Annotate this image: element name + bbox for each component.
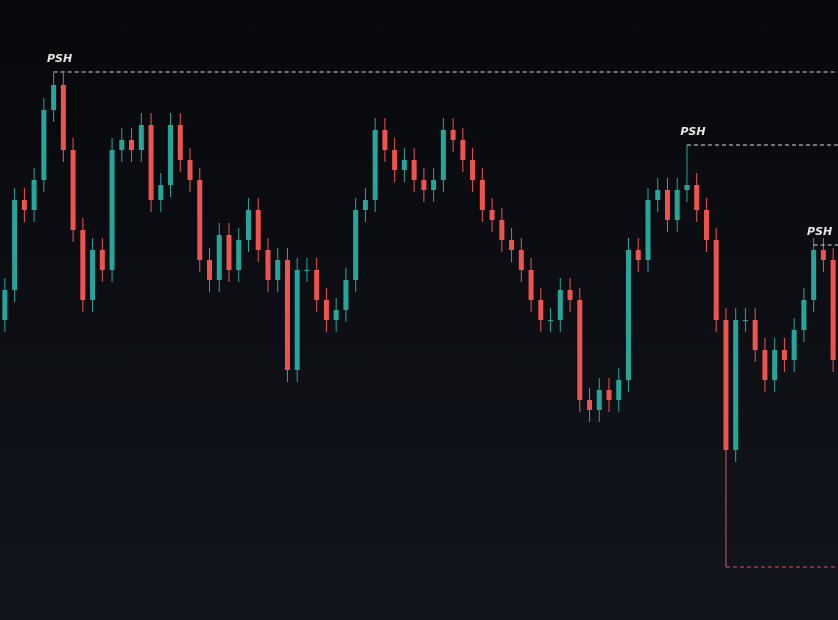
candle-body xyxy=(801,300,807,330)
candle-body xyxy=(431,180,437,190)
candle-body xyxy=(713,240,719,320)
level-label: PSH xyxy=(680,125,705,138)
candle-body xyxy=(518,250,524,270)
candle-body xyxy=(216,235,222,280)
candle-body xyxy=(158,185,164,200)
candle-body xyxy=(538,300,544,320)
candle-body xyxy=(314,270,320,300)
candle-body xyxy=(830,260,836,360)
candle-body xyxy=(499,220,505,240)
candle-body xyxy=(168,125,174,185)
candle-body xyxy=(41,110,47,180)
candle-body xyxy=(820,250,826,260)
candle-body xyxy=(548,320,554,321)
candle-body xyxy=(733,320,739,450)
candle-body xyxy=(723,320,729,450)
candle-body xyxy=(626,250,631,380)
candle-body xyxy=(187,160,193,180)
candle-body xyxy=(31,180,37,210)
candle-body xyxy=(372,130,378,200)
candle-body xyxy=(655,190,661,200)
candle-body xyxy=(470,160,476,180)
candle-body xyxy=(109,150,115,270)
candle-body xyxy=(703,210,709,240)
candle-body xyxy=(596,390,602,410)
candle-body xyxy=(2,290,8,320)
candle-body xyxy=(99,250,105,270)
candle-body xyxy=(392,150,398,170)
candle-body xyxy=(197,180,203,260)
candle-body xyxy=(567,290,573,300)
candle-body xyxy=(694,185,700,210)
candle-body xyxy=(304,270,310,271)
candle-body xyxy=(664,190,670,220)
candle-body xyxy=(60,85,66,150)
candle-body xyxy=(382,130,388,150)
candle-body xyxy=(635,250,641,260)
candle-body xyxy=(353,210,359,280)
candle-body xyxy=(528,270,534,300)
candle-body xyxy=(762,350,768,380)
level-label: PSH xyxy=(47,52,72,65)
candle-body xyxy=(275,260,281,280)
candle-body xyxy=(343,280,349,310)
candle-body xyxy=(752,320,758,350)
candle-body xyxy=(333,310,339,320)
candle-body xyxy=(772,350,778,380)
candle-body xyxy=(587,400,593,410)
candle-body xyxy=(129,140,135,150)
candle-body xyxy=(119,140,125,150)
candle-body xyxy=(265,250,271,280)
candle-body xyxy=(674,190,680,220)
candle-body xyxy=(401,160,407,170)
candle-body xyxy=(440,130,446,180)
candle-body xyxy=(489,210,495,220)
candle-body xyxy=(207,260,212,280)
candle-body xyxy=(148,125,154,200)
candle-body xyxy=(411,160,417,180)
candle-body xyxy=(577,300,583,400)
candle-body xyxy=(90,250,96,300)
candle-body xyxy=(362,200,368,210)
candle-body xyxy=(21,200,27,210)
candle-body xyxy=(245,210,251,240)
candle-body xyxy=(460,140,466,160)
candle-body xyxy=(294,270,300,370)
candle-body xyxy=(811,250,817,300)
candle-body xyxy=(226,235,232,270)
candle-body xyxy=(791,330,797,360)
candle-body xyxy=(645,200,651,260)
candle-body xyxy=(70,150,76,230)
candle-body xyxy=(684,185,690,190)
candle-body xyxy=(557,290,563,320)
candle-body xyxy=(742,320,748,321)
candle-body xyxy=(509,240,515,250)
candle-body xyxy=(606,390,612,400)
candle-body xyxy=(177,125,183,160)
candle-body xyxy=(479,180,485,210)
candle-body xyxy=(284,260,290,370)
candle-body xyxy=(421,180,427,190)
candle-body xyxy=(450,130,456,140)
candle-body xyxy=(12,200,18,290)
level-label: PSH xyxy=(807,225,832,238)
candle-body xyxy=(138,125,144,150)
candle-body xyxy=(51,85,57,110)
candle-body xyxy=(616,380,622,400)
candle-body xyxy=(255,210,261,250)
candle-body xyxy=(323,300,329,320)
candle-body xyxy=(236,240,242,270)
candle-body xyxy=(781,350,787,360)
candle-body xyxy=(80,230,86,300)
